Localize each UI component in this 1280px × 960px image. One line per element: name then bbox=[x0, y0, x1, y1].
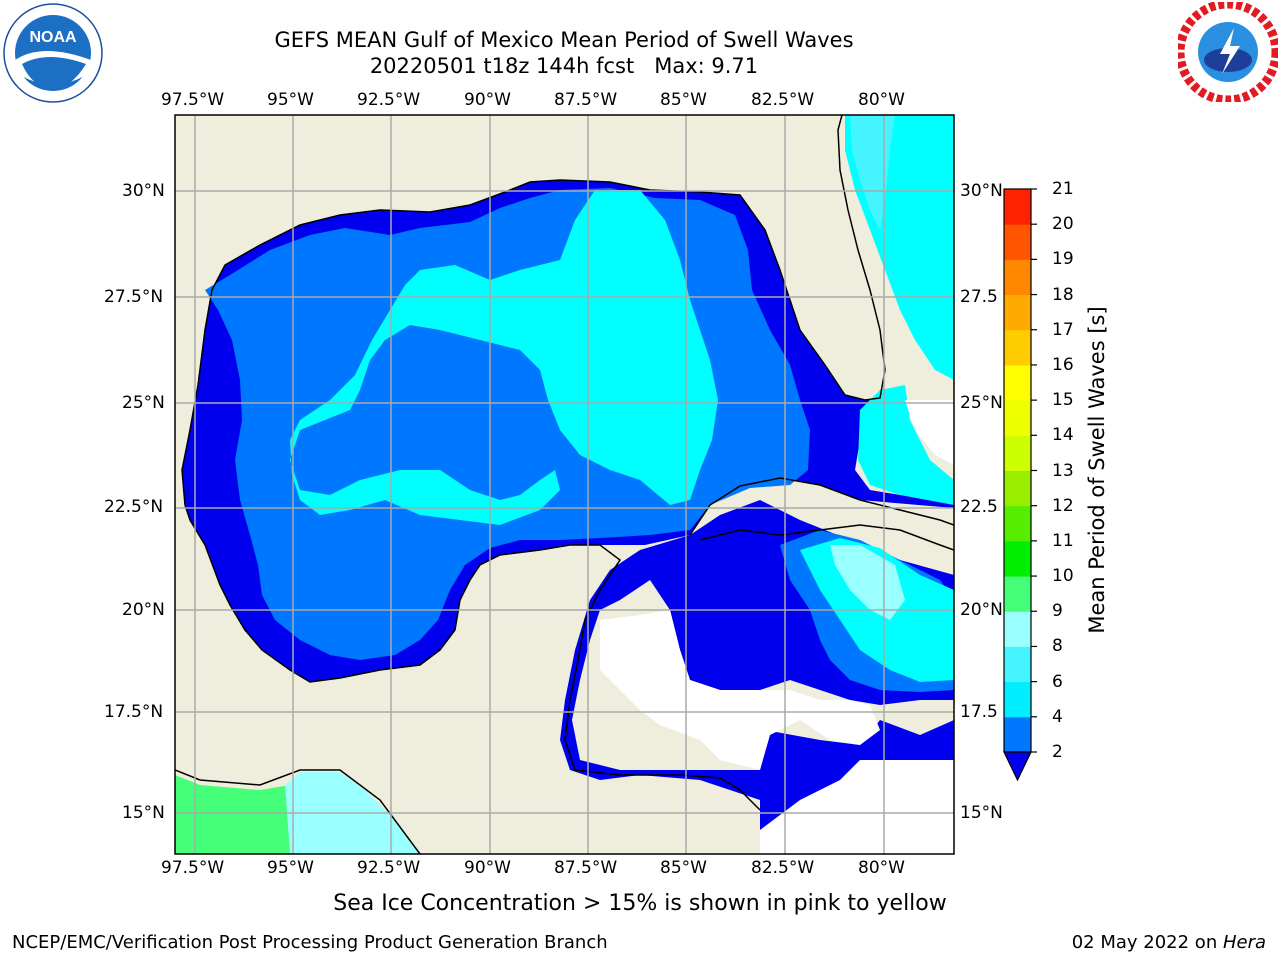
lat-tick-right: 30°N bbox=[960, 181, 1003, 201]
lon-tick-top: 90°W bbox=[464, 90, 511, 110]
colorbar-swatch bbox=[1004, 576, 1031, 612]
pacific-water bbox=[175, 775, 295, 854]
colorbar-tick-label: 15 bbox=[1052, 390, 1074, 411]
colorbar-swatch bbox=[1004, 505, 1031, 542]
colorbar-tick-label: 8 bbox=[1052, 636, 1063, 657]
lat-tick-right: 27.5 bbox=[960, 287, 998, 307]
colorbar-tick-label: 12 bbox=[1052, 495, 1074, 516]
sea-ice-note: Sea Ice Concentration > 15% is shown in … bbox=[333, 891, 947, 916]
lat-tick-right: 17.5 bbox=[960, 702, 998, 722]
footer-machine: Hera bbox=[1222, 932, 1266, 953]
caribbean-light bbox=[830, 545, 905, 620]
lon-tick-top: 85°W bbox=[660, 90, 707, 110]
lon-tick-bottom: 97.5°W bbox=[161, 858, 225, 878]
colorbar-swatch bbox=[1004, 540, 1031, 577]
colorbar-tick-label: 21 bbox=[1052, 179, 1074, 199]
colorbar-label: Mean Period of Swell Waves [s] bbox=[1085, 306, 1109, 634]
lon-tick-bottom: 80°W bbox=[858, 858, 905, 878]
lon-tick-top: 82.5°W bbox=[751, 90, 815, 110]
colorbar bbox=[1003, 188, 1037, 782]
colorbar-swatch bbox=[1004, 681, 1031, 718]
nws-logo bbox=[1175, 0, 1280, 105]
colorbar-swatch bbox=[1004, 646, 1031, 683]
lat-tick-left: 20°N bbox=[122, 600, 165, 620]
footer-date: 02 May 2022 on Hera bbox=[1072, 932, 1266, 953]
colorbar-tick-label: 6 bbox=[1052, 671, 1063, 692]
colorbar-swatch bbox=[1004, 435, 1031, 471]
lat-tick-right: 22.5 bbox=[960, 497, 998, 517]
noaa-logo: NOAA bbox=[2, 2, 104, 104]
gulf-core-4-6 bbox=[290, 190, 718, 525]
lon-tick-top: 95°W bbox=[267, 90, 314, 110]
lon-tick-bottom: 95°W bbox=[267, 858, 314, 878]
colorbar-swatch bbox=[1004, 470, 1031, 507]
colorbar-swatch bbox=[1004, 294, 1031, 331]
colorbar-extend-arrow bbox=[1003, 751, 1032, 782]
graticule bbox=[175, 115, 954, 854]
colorbar-tick-label: 4 bbox=[1052, 706, 1063, 727]
colorbar-tick-label: 14 bbox=[1052, 425, 1074, 446]
colorbar-tick-label: 11 bbox=[1052, 530, 1074, 551]
lat-tick-left: 15°N bbox=[122, 803, 165, 823]
no-data-patch bbox=[905, 400, 954, 465]
colorbar-swatch bbox=[1004, 189, 1031, 225]
colorbar-swatch bbox=[1004, 224, 1031, 260]
map-subtitle: 20220501 t18z 144h fcst Max: 9.71 bbox=[369, 54, 759, 78]
lon-tick-bottom: 92.5°W bbox=[357, 858, 421, 878]
colorbar-swatch bbox=[1004, 400, 1031, 436]
lat-tick-left: 27.5°N bbox=[104, 287, 164, 307]
lat-tick-left: 30°N bbox=[122, 181, 165, 201]
colorbar-tick-label: 9 bbox=[1052, 601, 1063, 622]
lat-tick-right: 25°N bbox=[960, 393, 1003, 413]
lat-tick-left: 17.5°N bbox=[104, 702, 164, 722]
lon-tick-bottom: 85°W bbox=[660, 858, 707, 878]
colorbar-tick-label: 19 bbox=[1052, 249, 1074, 270]
colorbar-tick-label: 18 bbox=[1052, 284, 1074, 305]
map-area bbox=[175, 115, 954, 854]
colorbar-tick-label: 17 bbox=[1052, 319, 1074, 340]
colorbar-tick-label: 13 bbox=[1052, 460, 1074, 481]
lon-tick-bottom: 90°W bbox=[464, 858, 511, 878]
colorbar-tick-label: 16 bbox=[1052, 354, 1074, 375]
footer-date-text: 02 May 2022 on bbox=[1071, 932, 1223, 953]
lon-tick-bottom: 87.5°W bbox=[554, 858, 618, 878]
lon-tick-top: 80°W bbox=[858, 90, 905, 110]
lat-tick-right: 15°N bbox=[960, 803, 1003, 823]
footer-credit: NCEP/EMC/Verification Post Processing Pr… bbox=[12, 932, 608, 953]
map-frame bbox=[174, 114, 955, 855]
lon-tick-top: 97.5°W bbox=[161, 90, 225, 110]
lat-tick-left: 22.5°N bbox=[104, 497, 164, 517]
lon-tick-top: 92.5°W bbox=[357, 90, 421, 110]
lat-tick-right: 20°N bbox=[960, 600, 1003, 620]
colorbar-swatch bbox=[1004, 329, 1031, 366]
no-data-patch bbox=[760, 760, 954, 854]
colorbar-swatch bbox=[1004, 364, 1031, 401]
no-data-patch bbox=[600, 610, 880, 770]
lat-tick-left: 25°N bbox=[122, 393, 165, 413]
map-title: GEFS MEAN Gulf of Mexico Mean Period of … bbox=[274, 28, 854, 52]
lon-tick-top: 87.5°W bbox=[554, 90, 618, 110]
lon-tick-bottom: 82.5°W bbox=[751, 858, 815, 878]
colorbar-tick-label: 20 bbox=[1052, 214, 1074, 235]
colorbar-swatch bbox=[1004, 716, 1031, 753]
colorbar-swatch bbox=[1004, 611, 1031, 647]
colorbar-tick-label: 10 bbox=[1052, 566, 1074, 587]
noaa-logo-text: NOAA bbox=[29, 29, 77, 46]
straits-water bbox=[858, 385, 954, 505]
colorbar-swatch bbox=[1004, 259, 1031, 296]
colorbar-tick-label: 2 bbox=[1052, 742, 1063, 762]
